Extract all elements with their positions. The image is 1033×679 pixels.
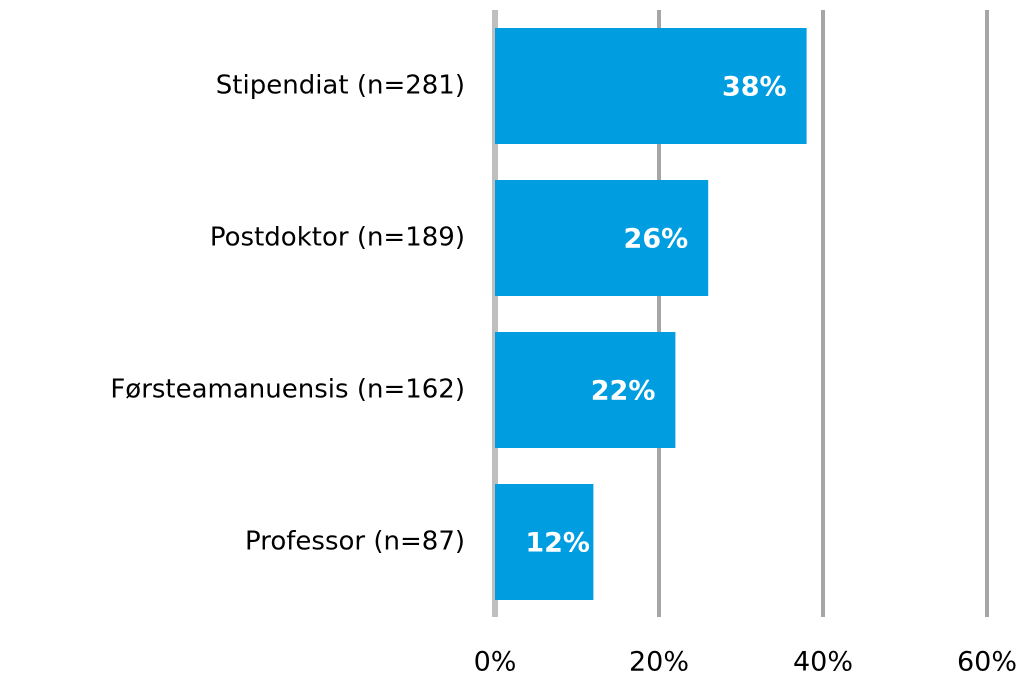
bar xyxy=(495,332,676,448)
bar xyxy=(495,28,807,144)
x-tick-label: 40% xyxy=(793,647,853,678)
value-label: 38% xyxy=(722,72,787,103)
value-label: 26% xyxy=(624,224,689,255)
bar xyxy=(495,180,709,296)
value-label: 12% xyxy=(525,528,590,559)
category-label: Postdoktor (n=189) xyxy=(210,223,465,253)
category-label: Stipendiat (n=281) xyxy=(216,71,465,101)
x-tick-label: 60% xyxy=(957,647,1017,678)
bar xyxy=(495,484,594,600)
x-tick-label: 0% xyxy=(474,647,517,678)
value-label: 22% xyxy=(591,376,656,407)
category-label: Professor (n=87) xyxy=(245,527,465,557)
x-tick-label: 20% xyxy=(629,647,689,678)
category-label: Førsteamanuensis (n=162) xyxy=(110,375,465,405)
